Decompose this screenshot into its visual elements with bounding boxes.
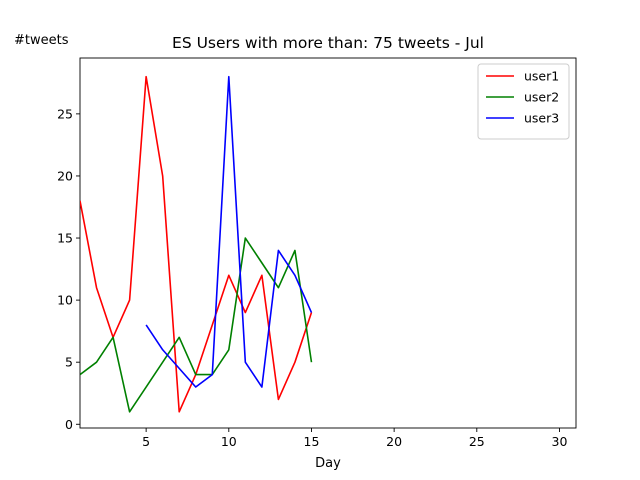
x-tick-label: 5 (142, 434, 150, 449)
series-line-user3 (145, 75, 313, 388)
x-tick-label: 30 (552, 434, 568, 449)
legend-label-user2: user2 (524, 90, 559, 105)
legend: user1 user2 user3 (477, 63, 570, 140)
series-line-user2 (80, 237, 313, 413)
y-tick-label: 0 (65, 417, 73, 432)
axes-frame (79, 57, 577, 429)
x-tick-label: 20 (386, 434, 402, 449)
y-tick-label: 15 (57, 231, 73, 246)
legend-box (477, 63, 570, 140)
y-tick-label: 10 (57, 293, 73, 308)
x-axis-label: Day (315, 456, 341, 471)
y-tick-label: 20 (57, 168, 73, 183)
legend-label-user1: user1 (524, 69, 559, 84)
y-tick-label: 5 (65, 355, 73, 370)
y-axis-label: #tweets (14, 33, 69, 48)
x-tick-label: 25 (469, 434, 485, 449)
legend-label-user3: user3 (524, 111, 559, 126)
series-line-user1 (80, 75, 313, 413)
chart-title: ES Users with more than: 75 tweets - Jul (172, 34, 484, 52)
y-tick-label: 25 (57, 106, 73, 121)
x-tick-label: 10 (221, 434, 237, 449)
plot-area: 5 10 15 20 25 30 0 5 10 15 20 25 (57, 57, 577, 449)
x-tick-label: 15 (304, 434, 320, 449)
